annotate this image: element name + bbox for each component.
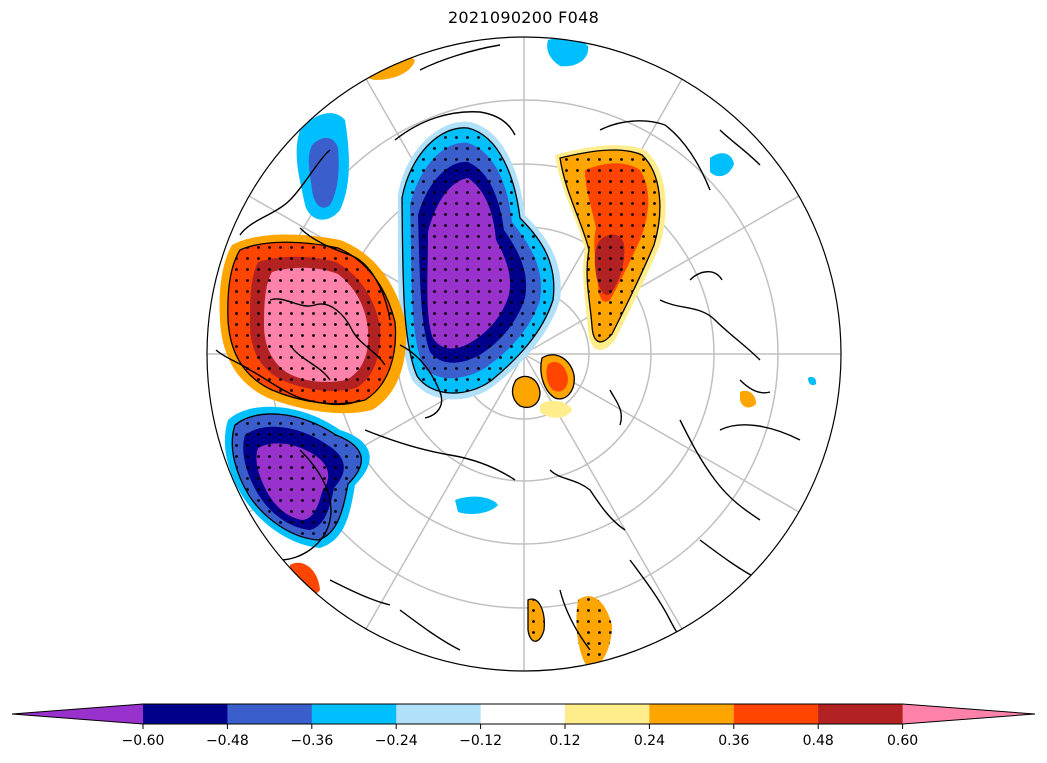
colorbar-tick-label: −0.36 <box>290 733 333 749</box>
anomaly-contours <box>227 127 661 642</box>
polar-map <box>206 36 842 672</box>
colorbar-extend-max <box>902 704 1035 724</box>
colorbar-tick-label: 0.24 <box>634 733 665 749</box>
colorbar: −0.60 −0.48 −0.36 −0.24 −0.12 0.12 0.24 0.36 0.4… <box>11 703 1036 749</box>
colorbar-swatch <box>565 704 650 724</box>
colorbar-swatch <box>480 704 566 724</box>
colorbar-tick-label: 0.36 <box>718 733 749 749</box>
colorbar-ticks: −0.60 −0.48 −0.36 −0.24 −0.12 0.12 0.24 0.36 0.4… <box>122 724 918 749</box>
colorbar-tick-label: −0.48 <box>206 733 249 749</box>
colorbar-tick-label: −0.60 <box>122 733 165 749</box>
negative-anomaly-central <box>397 121 561 400</box>
negative-anomaly-northwest <box>296 113 349 220</box>
colorbar-extend-min <box>12 704 143 724</box>
coastlines <box>215 44 801 659</box>
colorbar-tick-label: 0.60 <box>887 733 918 749</box>
positive-anomaly-small <box>290 55 756 669</box>
colorbar-swatch <box>311 704 397 724</box>
colorbar-tick-label: −0.24 <box>375 733 418 749</box>
colorbar-swatch <box>396 704 482 724</box>
colorbar-tick-label: −0.12 <box>459 733 502 749</box>
positive-anomaly-siberia <box>555 145 666 351</box>
colorbar-swatch <box>649 704 735 724</box>
colorbar-swatch <box>733 704 819 724</box>
map-title: 2021090200 F048 <box>447 8 600 27</box>
colorbar-tick-label: 0.48 <box>803 733 834 749</box>
colorbar-swatch <box>143 704 228 724</box>
colorbar-fills <box>11 703 1036 725</box>
negative-anomaly-pacific <box>224 406 370 548</box>
colorbar-swatch <box>227 704 313 724</box>
colorbar-swatch <box>818 704 904 724</box>
positive-anomaly-north-america <box>219 234 407 414</box>
colorbar-tick-label: 0.12 <box>549 733 580 749</box>
map-boundary <box>206 36 842 672</box>
negative-anomaly-small <box>455 38 817 514</box>
